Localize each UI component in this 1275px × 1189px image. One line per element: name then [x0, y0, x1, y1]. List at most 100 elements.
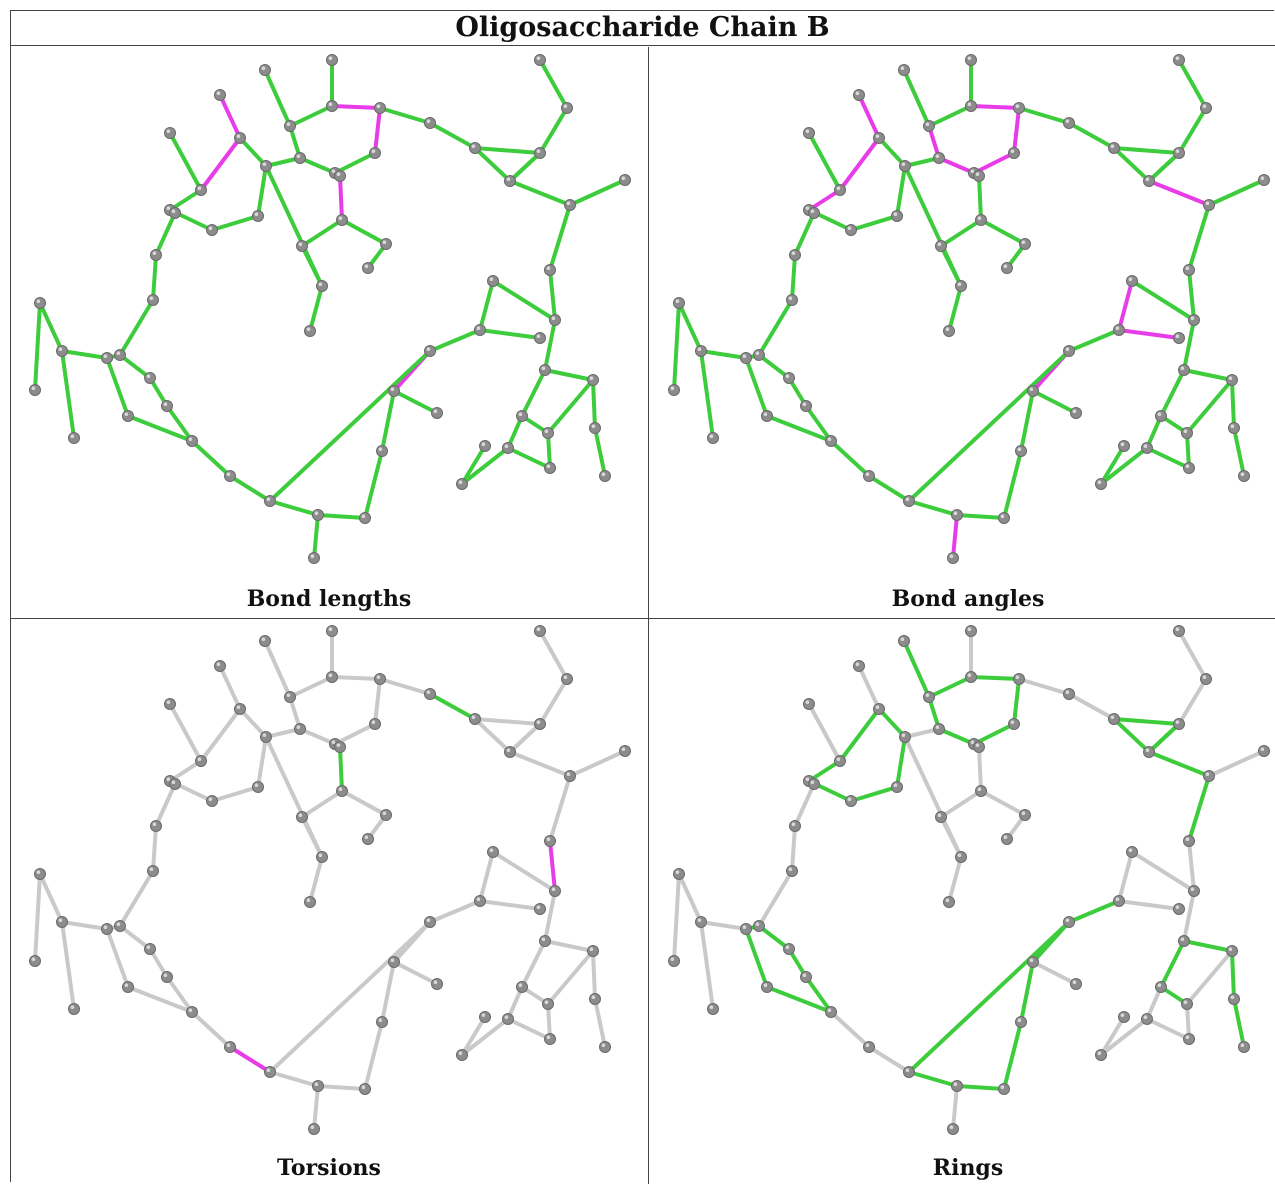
atom	[1173, 718, 1185, 730]
bond	[508, 151, 542, 183]
atom	[845, 795, 857, 807]
bond	[548, 203, 572, 272]
atom	[1019, 809, 1031, 821]
bond	[218, 664, 242, 711]
atom-highlight	[1175, 334, 1180, 339]
atom	[1258, 174, 1270, 186]
bond	[210, 785, 260, 803]
bond	[60, 349, 76, 440]
bond	[378, 677, 432, 696]
bond	[1185, 949, 1234, 1006]
bond	[699, 349, 715, 440]
atom-highlight	[709, 1005, 714, 1009]
atom	[825, 1006, 837, 1018]
bond	[268, 920, 432, 1074]
bond	[857, 93, 881, 140]
bond	[330, 104, 382, 110]
atom-highlight	[328, 102, 333, 106]
atom	[1108, 142, 1120, 154]
bond	[1067, 328, 1121, 353]
atom-highlight	[1185, 464, 1190, 469]
atom-highlight	[124, 412, 129, 417]
atom	[973, 741, 985, 753]
atom-highlight	[937, 813, 942, 817]
atom-highlight	[208, 226, 213, 230]
atom-highlight	[566, 201, 571, 205]
atom-highlight	[855, 91, 860, 95]
atom-highlight	[541, 366, 546, 371]
atom-highlight	[847, 226, 852, 230]
atom-highlight	[103, 925, 108, 929]
bond	[829, 1010, 871, 1049]
bond	[593, 426, 607, 478]
bond	[955, 1084, 1006, 1091]
bond	[1117, 850, 1134, 903]
atom-highlight	[166, 777, 171, 781]
atom-highlight	[1175, 627, 1180, 631]
bond	[1207, 749, 1266, 778]
atom	[101, 352, 113, 364]
bond	[340, 218, 388, 246]
bond	[363, 1020, 384, 1091]
bond	[460, 444, 487, 486]
bond	[1177, 629, 1208, 681]
atom-highlight	[970, 740, 975, 744]
bond	[1012, 677, 1021, 726]
atom-highlight	[149, 296, 154, 300]
bond	[473, 717, 542, 726]
atom-highlight	[755, 922, 760, 926]
bond	[1112, 717, 1181, 726]
atom-highlight	[1202, 104, 1207, 108]
bond	[1067, 692, 1116, 721]
bond	[972, 722, 1016, 746]
atom-highlight	[261, 66, 266, 70]
atom	[380, 238, 392, 250]
bond	[1147, 151, 1181, 183]
atom-highlight	[755, 351, 760, 356]
atom	[668, 955, 680, 967]
bond	[951, 513, 959, 560]
bond	[168, 702, 203, 763]
atom	[998, 1083, 1010, 1095]
bond	[263, 68, 292, 128]
bond	[1147, 750, 1211, 778]
atom-highlight	[810, 209, 815, 213]
atom-highlight	[378, 1018, 383, 1022]
atom	[786, 294, 798, 306]
bond	[506, 1017, 552, 1041]
atom	[783, 943, 795, 955]
atom-highlight	[785, 374, 790, 379]
atom	[122, 981, 134, 993]
bond	[38, 872, 64, 924]
atom	[695, 916, 707, 928]
atom	[1015, 1016, 1027, 1028]
atom-highlight	[306, 898, 311, 902]
atom-highlight	[336, 172, 341, 176]
atom	[589, 422, 601, 434]
atom-highlight	[331, 740, 336, 744]
atom	[34, 868, 46, 880]
atom-highlight	[1190, 887, 1195, 891]
atom-highlight	[977, 787, 982, 791]
atom-highlight	[805, 206, 810, 210]
bond	[1182, 889, 1196, 943]
bond	[288, 675, 334, 699]
atom	[544, 835, 556, 847]
bond	[508, 750, 572, 778]
atom-highlight	[935, 154, 940, 158]
bond	[264, 735, 324, 859]
atom	[259, 635, 271, 647]
atom	[544, 264, 556, 276]
bond	[1012, 106, 1021, 155]
bond	[1232, 426, 1246, 478]
atom-highlight	[544, 1000, 549, 1004]
atom-highlight	[546, 1035, 551, 1039]
atom-highlight	[376, 675, 381, 679]
bond	[903, 735, 963, 859]
bond	[1099, 1017, 1149, 1057]
atom-highlight	[1115, 326, 1120, 331]
atom	[863, 470, 875, 482]
bond	[1145, 446, 1191, 470]
bond	[520, 939, 547, 989]
atom	[164, 127, 176, 139]
